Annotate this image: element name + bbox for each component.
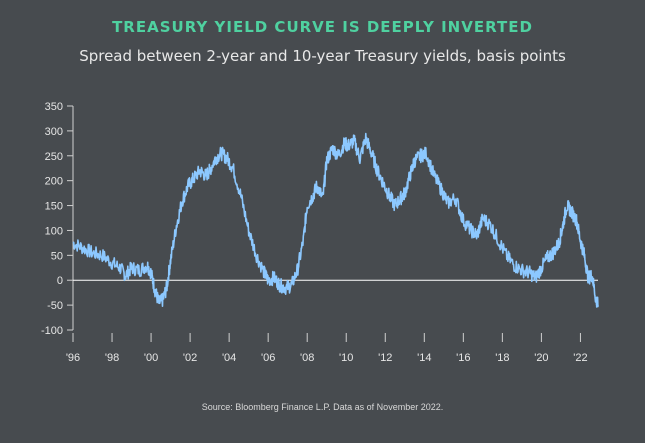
x-axis: '96 '98 '00 '02 '04 '06 '08 '10 '12 '14 '16 '18 '20 '… <box>66 333 588 364</box>
x-tick-label: '16 <box>456 352 470 364</box>
x-tick-label: '04 <box>222 352 236 364</box>
source-note: Source: Bloomberg Finance L.P. Data as o… <box>201 402 444 412</box>
chart-title: TREASURY YIELD CURVE IS DEEPLY INVERTED <box>112 18 533 36</box>
x-tick-label: '02 <box>183 352 197 364</box>
x-tick-label: '10 <box>339 352 353 364</box>
y-tick-label: 0 <box>57 275 63 287</box>
y-tick-label: -50 <box>47 300 63 312</box>
series-group <box>72 132 599 308</box>
y-tick-label: 250 <box>45 151 63 163</box>
chart-subtitle: Spread between 2-year and 10-year Treasu… <box>79 47 566 65</box>
y-tick-label: -100 <box>41 325 63 337</box>
y-tick-label: 350 <box>45 101 63 113</box>
series-line <box>72 132 599 308</box>
y-tick-label: 100 <box>45 225 63 237</box>
x-tick-label: '96 <box>66 352 80 364</box>
x-tick-label: '22 <box>573 352 587 364</box>
x-tick-label: '08 <box>300 352 314 364</box>
x-tick-label: '98 <box>105 352 119 364</box>
x-tick-label: '20 <box>534 352 548 364</box>
x-tick-label: '12 <box>378 352 392 364</box>
y-tick-label: 50 <box>51 250 63 262</box>
y-tick-label: 150 <box>45 201 63 213</box>
y-axis: 350 300 250 200 150 100 50 0 -50 -100 <box>41 101 74 337</box>
x-tick-label: '14 <box>417 352 431 364</box>
x-tick-label: '06 <box>261 352 275 364</box>
y-tick-label: 200 <box>45 176 63 188</box>
x-tick-label: '00 <box>144 352 158 364</box>
x-tick-label: '18 <box>495 352 509 364</box>
y-tick-label: 300 <box>45 126 63 138</box>
